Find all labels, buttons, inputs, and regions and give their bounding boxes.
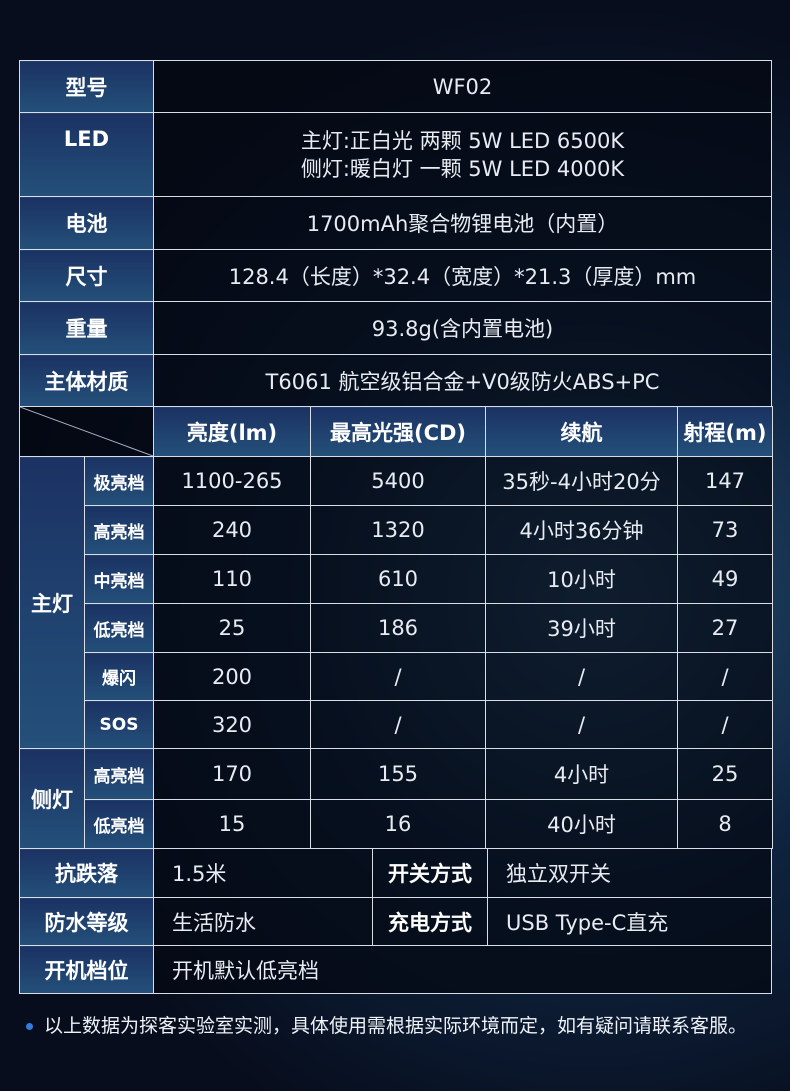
- range: 73: [677, 505, 773, 555]
- row-default: 开机档位 开机默认低亮档: [19, 945, 772, 994]
- row-led: LED 主灯:正白光 两颗 5W LED 6500K 侧灯:暖白灯 一颗 5W LE…: [19, 112, 772, 197]
- runtime: 35秒-4小时20分: [485, 456, 678, 506]
- value: 独立双开关: [487, 848, 772, 898]
- value: USB Type-C直充: [487, 897, 772, 946]
- range: /: [677, 700, 773, 749]
- range: 49: [677, 554, 773, 604]
- header-range: 射程(m): [677, 406, 773, 457]
- range: 25: [677, 748, 773, 800]
- label: 重量: [19, 301, 154, 355]
- mode-name: 低亮档: [84, 799, 154, 849]
- brightness: 25: [153, 603, 311, 653]
- brightness: 320: [153, 700, 311, 749]
- mode-name: 低亮档: [84, 603, 154, 653]
- mode-name: 高亮档: [84, 505, 154, 555]
- runtime: 10小时: [485, 554, 678, 604]
- brightness: 1100-265: [153, 456, 311, 506]
- intensity: /: [310, 700, 486, 749]
- intensity: 1320: [310, 505, 486, 555]
- value: T6061 航空级铝合金+V0级防火ABS+PC: [153, 354, 772, 407]
- label: 主体材质: [19, 354, 154, 407]
- mode-row: 低亮档 15 16 40小时 8: [20, 799, 773, 849]
- runtime: /: [485, 652, 678, 701]
- mode-name: 高亮档: [84, 748, 154, 800]
- row-model: 型号 WF02: [19, 60, 772, 113]
- label: LED: [19, 112, 154, 197]
- value: 1700mAh聚合物锂电池（内置）: [153, 196, 772, 250]
- header-runtime: 续航: [485, 406, 678, 457]
- intensity: /: [310, 652, 486, 701]
- mode-row: 爆闪 200// /: [20, 652, 773, 701]
- mode-name: 极亮档: [84, 456, 154, 506]
- label: 开机档位: [19, 945, 154, 994]
- side-light-label: 侧灯: [19, 748, 85, 849]
- value: 开机默认低亮档: [153, 945, 772, 994]
- footnote: 以上数据为探客实验室实测，具体使用需根据实际环境而定，如有疑问请联系客服。: [26, 1013, 766, 1040]
- led-side: 侧灯:暖白灯 一颗 5W LED 4000K: [300, 156, 625, 181]
- header-brightness: 亮度(lm): [153, 406, 311, 457]
- row-water-charge: 防水等级 生活防水 充电方式 USB Type-C直充: [19, 897, 772, 946]
- brightness: 15: [153, 799, 311, 849]
- brightness: 170: [153, 748, 311, 800]
- label: 尺寸: [19, 249, 154, 302]
- diagonal-corner: [19, 406, 154, 457]
- mode-row: SOS 320// /: [20, 700, 773, 749]
- value: WF02: [153, 60, 772, 113]
- runtime: 4小时36分钟: [485, 505, 678, 555]
- main-light-label: 主灯: [19, 456, 85, 749]
- led-main: 主灯:正白光 两颗 5W LED 6500K: [300, 128, 625, 153]
- label: 防水等级: [19, 897, 154, 946]
- modes-table: 亮度(lm) 最高光强(CD) 续航 射程(m) 主灯 极亮档 1100-265 54…: [19, 406, 773, 849]
- row-battery: 电池 1700mAh聚合物锂电池（内置）: [19, 196, 772, 250]
- row-weight: 重量 93.8g(含内置电池): [19, 301, 772, 355]
- value: 1.5米: [153, 848, 373, 898]
- basic-specs-table: 型号 WF02 LED 主灯:正白光 两颗 5W LED 6500K 侧灯:暖白灯 一…: [19, 60, 772, 407]
- intensity: 155: [310, 748, 486, 800]
- range: 147: [677, 456, 773, 506]
- brightness: 240: [153, 505, 311, 555]
- mode-row: 高亮档 240 1320 4小时36分钟 73: [20, 505, 773, 555]
- label: 开关方式: [372, 848, 488, 898]
- mode-row: 主灯 极亮档 1100-265 5400 35秒-4小时20分 147: [19, 456, 773, 749]
- value: 128.4（长度）*32.4（宽度）*21.3（厚度）mm: [153, 249, 772, 302]
- range: /: [677, 652, 773, 701]
- intensity: 5400: [310, 456, 486, 506]
- runtime: 4小时: [485, 748, 678, 800]
- value: 93.8g(含内置电池): [153, 301, 772, 355]
- intensity: 16: [310, 799, 486, 849]
- runtime: /: [485, 700, 678, 749]
- runtime: 39小时: [485, 603, 678, 653]
- label: 电池: [19, 196, 154, 250]
- intensity: 186: [310, 603, 486, 653]
- value: 生活防水: [153, 897, 373, 946]
- range: 27: [677, 603, 773, 653]
- range: 8: [677, 799, 773, 849]
- brightness: 200: [153, 652, 311, 701]
- row-drop-switch: 抗跌落 1.5米 开关方式 独立双开关: [19, 848, 772, 898]
- label: 抗跌落: [19, 848, 154, 898]
- modes-header: 亮度(lm) 最高光强(CD) 续航 射程(m): [19, 406, 773, 457]
- intensity: 610: [310, 554, 486, 604]
- value: 主灯:正白光 两颗 5W LED 6500K 侧灯:暖白灯 一颗 5W LED 4…: [153, 112, 772, 197]
- mode-row: 侧灯 高亮档 170 155 4小时 25: [19, 748, 773, 849]
- mode-row: 低亮档 25 186 39小时 27: [20, 603, 773, 653]
- runtime: 40小时: [485, 799, 678, 849]
- brightness: 110: [153, 554, 311, 604]
- footnote-text: 以上数据为探客实验室实测，具体使用需根据实际环境而定，如有疑问请联系客服。: [44, 1015, 748, 1037]
- label: 充电方式: [372, 897, 488, 946]
- mode-name: SOS: [84, 700, 154, 749]
- header-intensity: 最高光强(CD): [310, 406, 486, 457]
- label: 型号: [19, 60, 154, 113]
- mode-name: 中亮档: [84, 554, 154, 604]
- extra-specs-table: 抗跌落 1.5米 开关方式 独立双开关 防水等级 生活防水 充电方式 USB Type-C直…: [19, 848, 772, 994]
- bullet-icon: [26, 1023, 33, 1030]
- mode-row: 中亮档 110 610 10小时 49: [20, 554, 773, 604]
- row-material: 主体材质 T6061 航空级铝合金+V0级防火ABS+PC: [19, 354, 772, 407]
- row-size: 尺寸 128.4（长度）*32.4（宽度）*21.3（厚度）mm: [19, 249, 772, 302]
- mode-name: 爆闪: [84, 652, 154, 701]
